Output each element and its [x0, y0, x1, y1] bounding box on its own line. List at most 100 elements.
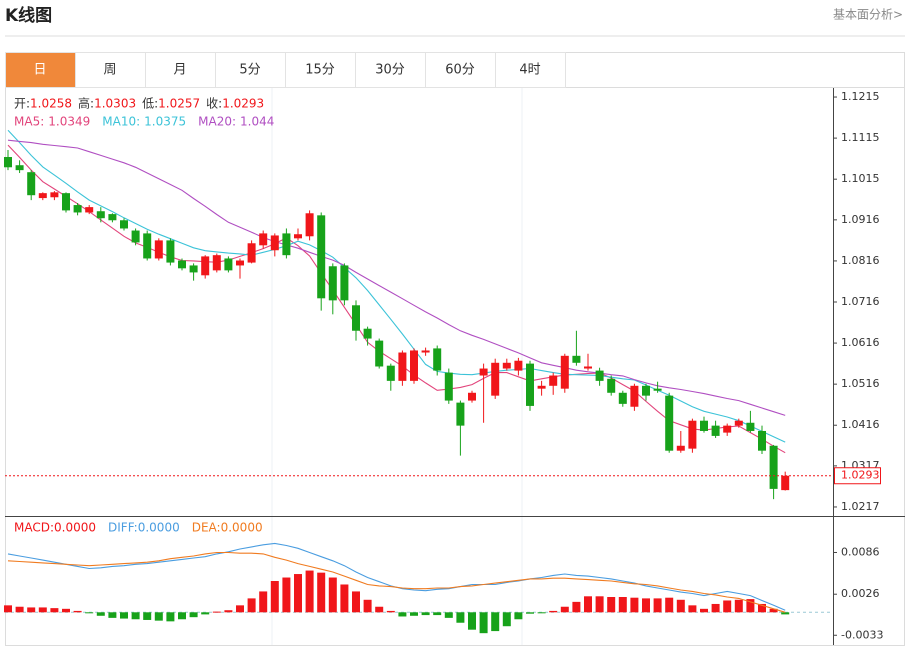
ma-line [7, 139, 786, 416]
macd-bar [328, 577, 337, 613]
candle-body [479, 368, 488, 376]
macd-bar [270, 581, 279, 613]
macd-bar [50, 608, 59, 613]
macd-bar [433, 612, 442, 616]
candle-body [676, 445, 685, 451]
ohlc-label: 开: [14, 97, 30, 111]
candle-body [618, 392, 627, 404]
candle-body [154, 240, 163, 259]
current-price-box [834, 467, 881, 485]
macd-bar [143, 612, 152, 620]
macd-bar [746, 599, 755, 613]
tab[interactable] [425, 52, 496, 88]
y-tick-label: 1.0716 [841, 295, 880, 308]
macd-bar [781, 612, 790, 615]
fundamental-link[interactable]: 基本面分析> [833, 8, 903, 22]
macd-bar [549, 610, 558, 613]
candle-body [166, 240, 175, 263]
candle-body [73, 205, 82, 213]
candle-body [317, 215, 326, 299]
y-tick-label: 0.0086 [841, 545, 880, 558]
candle-body [734, 420, 743, 426]
legend-name: DIFF: [108, 521, 138, 535]
y-tick-label: -0.0033 [841, 628, 883, 641]
macd-bar [584, 596, 592, 613]
current-price-label: 1.0293 [841, 469, 880, 482]
candle-body [514, 360, 523, 371]
y-tick-label: 1.0616 [841, 336, 880, 349]
macd-bar [688, 605, 697, 613]
macd-bar [131, 612, 140, 620]
candle-body [688, 420, 697, 449]
candle-body [560, 355, 569, 389]
candle-body [120, 220, 128, 229]
tab[interactable] [285, 52, 356, 88]
macd-bar [178, 612, 186, 620]
macd-bar [537, 612, 546, 614]
candle-body [27, 172, 36, 196]
candle-body [363, 328, 372, 339]
candle-body [294, 234, 302, 239]
candle-body [212, 255, 221, 271]
tab-label[interactable]: 15分 [305, 63, 335, 78]
tab[interactable] [5, 52, 76, 88]
tab-label[interactable]: 日 [33, 63, 46, 78]
macd-bar [85, 612, 94, 614]
candle-body [537, 385, 546, 389]
macd-bar [560, 606, 569, 613]
candle-body [584, 366, 592, 369]
legend-name: MA5: [14, 115, 44, 129]
candle-body [468, 392, 476, 401]
candle-body [96, 211, 105, 219]
legend-value: 0.0000 [54, 521, 96, 535]
macd-bar [468, 612, 476, 630]
macd-bar [120, 612, 128, 619]
page-title: K线图 [5, 5, 52, 26]
macd-bar [653, 598, 662, 613]
legend-value: 0.0000 [221, 521, 263, 535]
macd-bar [456, 612, 465, 623]
candle-body [189, 265, 198, 273]
candle-body [642, 385, 650, 396]
legend-name: MA20: [198, 115, 236, 129]
candle-body [224, 258, 233, 271]
tab-label[interactable]: 60分 [445, 63, 475, 78]
candle-body [386, 365, 395, 381]
ohlc-label: 收: [206, 97, 222, 111]
macd-bar [375, 606, 384, 613]
macd-bar [595, 596, 604, 613]
candle-body [15, 165, 24, 171]
candle-body [665, 395, 674, 451]
macd-bar [700, 608, 708, 613]
candle-body [549, 375, 558, 386]
tab[interactable] [495, 52, 566, 88]
macd-bar [607, 597, 616, 613]
tab[interactable] [215, 52, 286, 88]
macd-bar [502, 612, 511, 627]
candle-body [328, 266, 337, 301]
macd-bar [236, 605, 244, 613]
candle-body [769, 445, 778, 489]
candle-body [62, 193, 70, 211]
chart-frame [5, 52, 905, 646]
tab-label[interactable]: 周 [103, 63, 116, 78]
macd-bar [723, 600, 732, 613]
tab-label[interactable]: 30分 [375, 63, 405, 78]
macd-bar [224, 610, 233, 613]
legend-value: 1.0375 [144, 115, 186, 129]
tab-label[interactable]: 4时 [519, 63, 540, 78]
tab-label[interactable]: 5分 [239, 63, 260, 78]
macd-bar [247, 598, 256, 613]
macd-bar [665, 597, 674, 613]
macd-bar [317, 572, 326, 613]
tab[interactable] [355, 52, 426, 88]
ohlc-label: 低: [142, 97, 158, 111]
tab-label[interactable]: 月 [173, 63, 186, 78]
ohlc-value: 1.0293 [222, 97, 264, 111]
macd-bar [491, 612, 500, 632]
macd-bar [38, 607, 47, 613]
macd-bar [282, 577, 291, 613]
candle-body [398, 352, 407, 381]
y-tick-label: 1.0217 [841, 500, 880, 513]
